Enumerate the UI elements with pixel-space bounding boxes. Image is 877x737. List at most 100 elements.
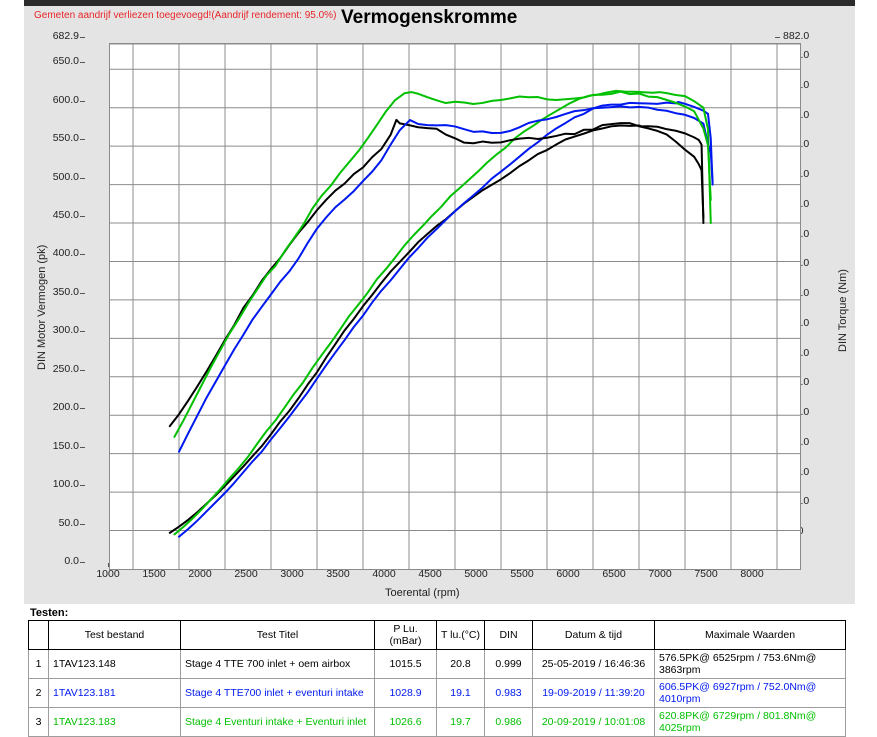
y-left-tick-label: 550.0 [52,132,79,145]
y-left-tick-label: 100.0 [52,478,79,491]
y-left-tick-mark [80,369,85,371]
plot-area[interactable] [109,43,801,570]
row-index: 1 [28,649,49,679]
x-tick-label: 7500 [694,568,718,580]
curve-nm-5 [173,90,712,438]
y-left-tick-label: 650.0 [52,55,79,68]
chart-title: Vermogenskromme [341,7,518,28]
y-left-tick-mark [80,562,85,563]
y-left-tick-label: 350.0 [52,285,79,298]
y-left-tick-label: 200.0 [52,401,79,414]
y-left-tick-mark [80,216,85,218]
y-left-tick-mark [80,37,85,38]
cell-datetime: 19-09-2019 / 11:39:20 [532,678,655,708]
cell-temperature: 19.1 [436,678,485,708]
x-tick-label: 6500 [602,568,626,580]
y-left-tick-mark [80,177,85,179]
x-tick-label: 1500 [142,568,166,580]
col-din: DIN [484,620,533,650]
header-blank-2 [696,8,791,28]
y-left-tick-mark [80,485,85,487]
cell-din: 0.999 [484,649,533,679]
cell-din: 0.983 [484,678,533,708]
y-left-tick-label: 450.0 [52,209,79,222]
cell-din: 0.986 [484,707,533,737]
y-axis-right-title: DIN Torque (Nm) [837,268,849,352]
y-axis-left-title: DIN Motor Vermogen (pk) [36,244,48,370]
cell-test-title: Stage 4 TTE 700 inlet + oem airbox [180,649,375,679]
x-tick-label: 5000 [464,568,488,580]
tests-table-wrap: Test bestand Test Titel P Lu.(mBar) T lu… [28,620,846,737]
cell-test-title: Stage 4 Eventuri intake + Eventuri inlet [180,707,375,737]
cell-temperature: 20.8 [436,649,485,679]
col-test-title: Test Titel [180,620,375,650]
y-left-tick-mark [80,446,85,448]
tests-section-label: Testen: [30,607,69,619]
curve-pk-1 [178,100,714,538]
col-pressure: P Lu.(mBar) [374,620,437,650]
y-left-tick-mark [80,254,85,256]
y-left-tick-label: 682.9 [52,30,79,42]
right-margin [855,0,877,604]
cell-temperature: 19.7 [436,707,485,737]
y-left-tick-label: 300.0 [52,324,79,337]
y-left-tick-mark [80,100,85,102]
y-left-tick-label: 600.0 [52,93,79,106]
y-left-tick-label: 250.0 [52,362,79,375]
cell-test-file: 1TAV123.181 [48,678,181,708]
y-left-tick-mark [80,331,85,333]
col-index [28,620,49,650]
tests-table-body: 1 1TAV123.148 Stage 4 TTE 700 inlet + oem … [28,649,846,737]
row-index: 3 [28,707,49,737]
y-left-tick-label: 150.0 [52,439,79,452]
x-tick-label: 1000 [96,568,120,580]
x-tick-label: 4500 [418,568,442,580]
cell-pressure: 1026.6 [374,707,437,737]
cell-max-values: 576.5PK@ 6525rpm / 753.6Nm@ 3863rpm [654,649,846,679]
cell-datetime: 20-09-2019 / 10:01:08 [532,707,655,737]
graph-panel: Gemeten aandrijf verliezen toegevoegd!(A… [24,6,855,604]
curve-nm-4 [178,105,714,453]
x-tick-label: 7000 [648,568,672,580]
cell-test-file: 1TAV123.183 [48,707,181,737]
table-row[interactable]: 1 1TAV123.148 Stage 4 TTE 700 inlet + oem … [28,649,846,679]
cell-test-title: Stage 4 TTE700 inlet + eventuri intake [180,678,375,708]
row-index: 2 [28,678,49,708]
x-tick-label: 2500 [234,568,258,580]
x-tick-label: 5500 [510,568,534,580]
curve-nm-3 [168,118,705,428]
table-row[interactable]: 3 1TAV123.183 Stage 4 Eventuri intake + Ev… [28,707,846,737]
x-tick-label: 3000 [280,568,304,580]
y-left-tick-label: 500.0 [52,170,79,183]
x-tick-mark [108,563,109,567]
y-left-tick-label: 50.0 [58,516,79,529]
cell-max-values: 620.8PK@ 6729rpm / 801.8Nm@ 4025rpm [654,707,846,737]
header-blank-1 [609,8,681,28]
curve-pk-0 [168,124,705,534]
y-left-tick-label: 400.0 [52,247,79,260]
curve-pk-2 [173,89,712,536]
cell-test-file: 1TAV123.148 [48,649,181,679]
table-header-row: Test bestand Test Titel P Lu.(mBar) T lu… [28,620,846,650]
cell-pressure: 1028.9 [374,678,437,708]
x-tick-label: 6000 [556,568,580,580]
cell-datetime: 25-05-2019 / 16:46:36 [532,649,655,679]
x-tick-label: 8000 [740,568,764,580]
x-axis-title: Toerental (rpm) [385,587,460,599]
col-test-file: Test bestand [48,620,181,650]
y-left-tick-mark [80,292,85,294]
drivetrain-loss-note: Gemeten aandrijf verliezen toegevoegd!(A… [34,10,337,21]
tests-table: Test bestand Test Titel P Lu.(mBar) T lu… [28,620,846,737]
y-left-tick-mark [80,523,85,525]
x-tick-label: 2000 [188,568,212,580]
cell-pressure: 1015.5 [374,649,437,679]
col-max-values: Maximale Waarden [654,620,846,650]
left-margin [0,0,24,604]
dyno-curves [110,44,800,569]
y-left-tick-mark [80,62,85,64]
y-left-tick-mark [80,408,85,410]
cell-max-values: 606.5PK@ 6927rpm / 752.0Nm@ 4010rpm [654,678,846,708]
y-right-tick-label: 882.0 [783,30,810,42]
table-row[interactable]: 2 1TAV123.181 Stage 4 TTE700 inlet + event… [28,678,846,708]
